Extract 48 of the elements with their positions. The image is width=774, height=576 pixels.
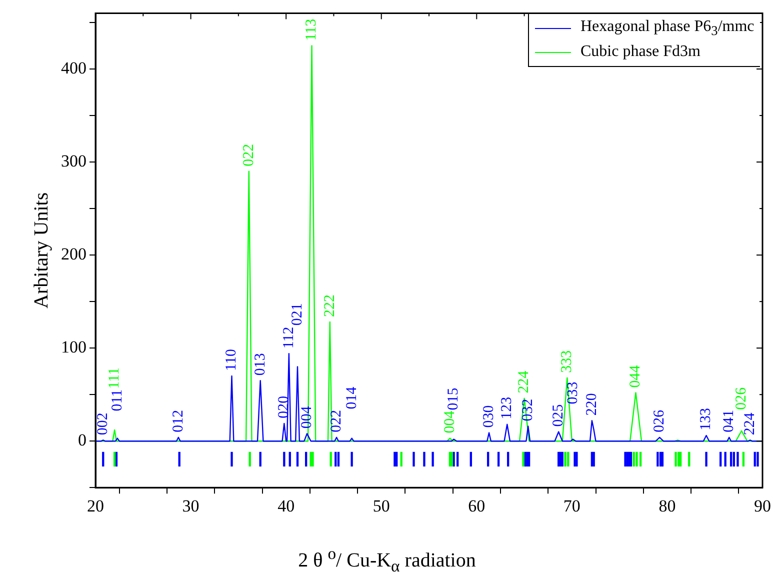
legend-label: Cubic phase Fd3m — [580, 43, 700, 62]
annotation: 333 — [559, 350, 576, 373]
y-tick-label: 0 — [78, 430, 86, 450]
x-tick-label: 20 — [87, 496, 104, 516]
annotation: 133 — [698, 408, 714, 431]
annotation: 014 — [344, 386, 360, 410]
annotation: 113 — [304, 18, 320, 41]
annotation: 112 — [280, 326, 297, 349]
annotation: 021 — [289, 303, 306, 326]
annotation: 002 — [95, 412, 112, 436]
annotation: 004 — [442, 410, 458, 434]
annotation: 025 — [550, 404, 567, 427]
annotation: 026 — [733, 386, 750, 410]
x-tick-label: 60 — [468, 496, 486, 516]
annotation: 032 — [520, 398, 536, 422]
annotation: 012 — [170, 410, 186, 432]
y-axis-title: Arbitary Units — [30, 192, 52, 308]
annotation: 041 — [721, 410, 738, 432]
annotation: 011 — [109, 389, 126, 412]
annotation: 224 — [516, 370, 532, 394]
annotation: 015 — [446, 388, 462, 410]
y-tick-label: 100 — [61, 338, 86, 357]
annotation: 123 — [499, 396, 516, 420]
legend-label: Hexagonal phase P6$_{3}$/mmc — [580, 18, 754, 39]
x-tick-label: 70 — [563, 496, 580, 516]
annotation: 004 — [298, 406, 315, 429]
annotation: 220 — [584, 393, 600, 416]
y-tick-label: 200 — [61, 244, 86, 264]
x-tick-label: 40 — [278, 496, 295, 516]
annotation: 030 — [480, 405, 497, 428]
annotation: 111 — [106, 368, 122, 389]
annotation: 013 — [252, 353, 268, 376]
x-tick-label: 80 — [658, 496, 676, 516]
x-tick-label: 50 — [372, 496, 390, 516]
annotation: 026 — [652, 409, 668, 432]
annotation: 044 — [628, 364, 644, 388]
annotation: 033 — [564, 382, 581, 404]
annotation: 222 — [322, 294, 338, 318]
annotation: 022 — [240, 144, 257, 166]
x-axis-title: 2 θ $^{o}$/ Cu-K$_{α}$ radiation — [297, 544, 477, 576]
x-tick-label: 90 — [754, 496, 771, 516]
legend-box: Hexagonal phase P6$_{3}$/mmc Cubic phase Fd3m — [528, 14, 760, 68]
x-tick-label: 30 — [182, 496, 200, 516]
annotation: 224 — [742, 412, 758, 436]
annotation: 110 — [224, 349, 240, 371]
y-tick-label: 400 — [61, 58, 86, 78]
y-tick-label: 300 — [61, 152, 86, 170]
annotation: 022 — [328, 410, 345, 432]
